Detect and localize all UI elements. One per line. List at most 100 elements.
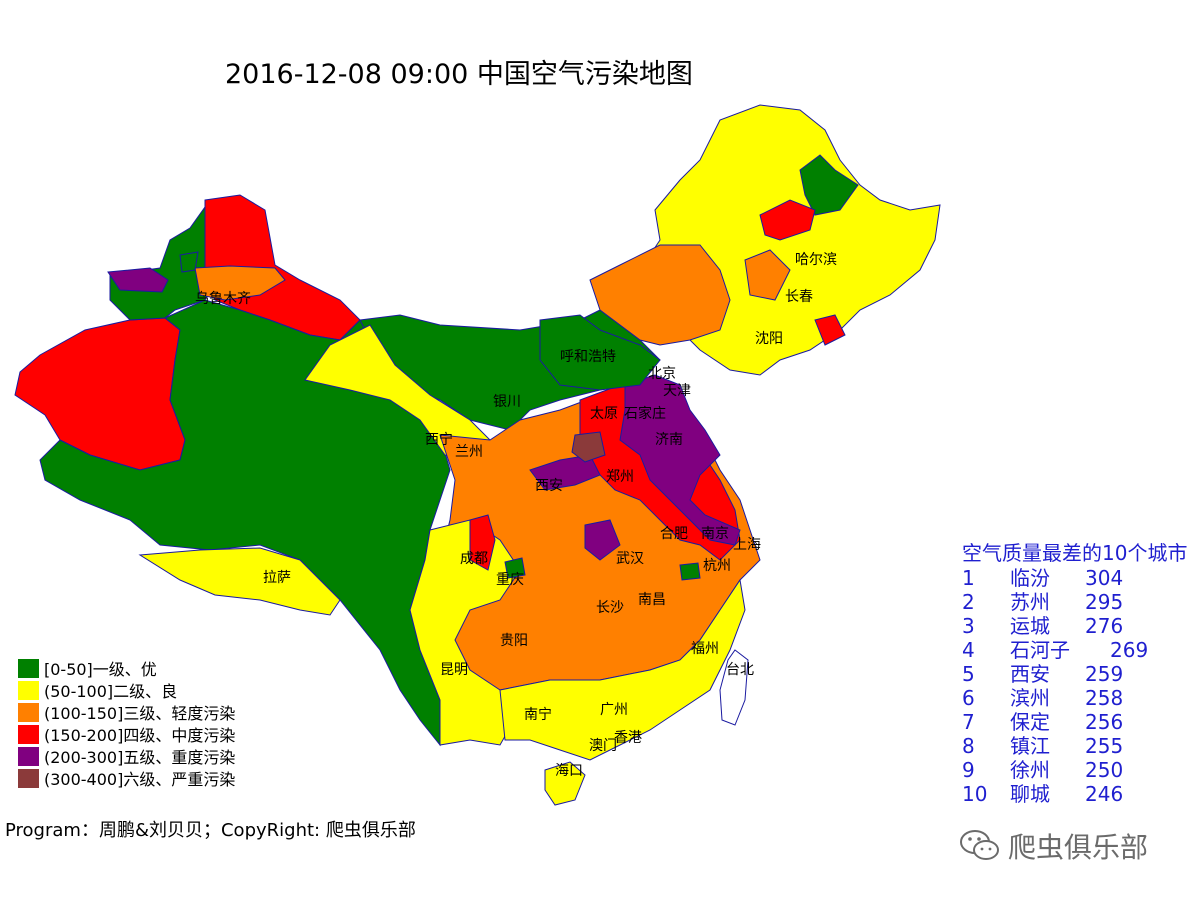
watermark: 爬虫俱乐部 xyxy=(958,826,1148,866)
city-label-taiyuan: 太原 xyxy=(590,406,618,422)
legend-swatch xyxy=(18,746,39,766)
legend-label: (200-300]五级、重度污染 xyxy=(44,748,236,767)
legend-label: (300-400]六级、严重污染 xyxy=(44,770,236,789)
rank-value: 255 xyxy=(1085,734,1124,758)
region-liaoning-red xyxy=(814,314,846,346)
city-label-huhehaote: 呼和浩特 xyxy=(560,349,616,365)
city-label-xian: 西安 xyxy=(535,478,563,494)
city-label-lanzhou: 兰州 xyxy=(455,444,483,460)
city-label-shanghai: 上海 xyxy=(733,537,761,553)
ranking-title: 空气质量最差的10个城市 xyxy=(962,541,1188,565)
city-label-wuhan: 武汉 xyxy=(616,551,644,567)
legend-swatch xyxy=(18,680,39,700)
legend-swatch xyxy=(18,724,39,744)
city-label-yinchuan: 银川 xyxy=(493,394,521,410)
region-xian-purple xyxy=(529,454,601,491)
city-label-hefei: 合肥 xyxy=(660,526,688,542)
city-label-xianggang: 香港 xyxy=(614,730,642,746)
rank-value: 256 xyxy=(1085,710,1124,734)
region-heilongjiang-green xyxy=(799,154,859,216)
rank-number: 5 xyxy=(962,662,975,686)
rank-number: 4 xyxy=(962,638,975,662)
legend-item-light: (100-150]三级、轻度污染 xyxy=(18,701,235,723)
region-linfen-severe xyxy=(571,431,606,463)
rank-value: 269 xyxy=(1110,638,1149,662)
region-chengdu xyxy=(469,514,496,571)
legend-item-good: [0-50]一级、优 xyxy=(18,657,235,679)
legend-swatch xyxy=(18,658,39,678)
city-label-chongqing: 重庆 xyxy=(496,572,524,588)
region-inner-mongolia-east xyxy=(589,244,731,346)
legend-label: (50-100]二级、良 xyxy=(44,682,178,701)
ranking-row: 10 聊城 246 xyxy=(962,782,1200,806)
region-chongqing-green xyxy=(504,557,526,579)
legend-label: [0-50]一级、优 xyxy=(44,660,157,679)
region-south xyxy=(499,578,746,761)
rank-city: 临汾 xyxy=(1010,566,1050,590)
ranking-row: 1 临汾 304 xyxy=(962,566,1200,590)
rank-number: 9 xyxy=(962,758,975,782)
rank-value: 276 xyxy=(1085,614,1124,638)
rank-number: 7 xyxy=(962,710,975,734)
rank-value: 250 xyxy=(1085,758,1124,782)
wechat-icon xyxy=(960,830,999,860)
rank-city: 保定 xyxy=(1010,710,1050,734)
program-credits: Program：周鹏&刘贝贝；CopyRight: 爬虫俱乐部 xyxy=(5,820,416,841)
city-label-guiyang: 贵阳 xyxy=(500,633,528,649)
rank-number: 2 xyxy=(962,590,975,614)
region-hainan xyxy=(544,761,586,806)
ranking-row: 3 运城 276 xyxy=(962,614,1200,638)
legend-item-severe: (300-400]六级、严重污染 xyxy=(18,767,235,789)
region-urumqi-area xyxy=(194,265,286,301)
city-label-lasa: 拉萨 xyxy=(263,570,291,586)
city-label-chengdu: 成都 xyxy=(460,551,488,567)
city-label-changsha: 长沙 xyxy=(596,600,624,616)
legend-item-medium: (150-200]四级、中度污染 xyxy=(18,723,235,745)
rank-value: 304 xyxy=(1085,566,1124,590)
rank-value: 295 xyxy=(1085,590,1124,614)
ranking-row: 4 石河子 269 xyxy=(962,638,1200,662)
city-label-haerbin: 哈尔滨 xyxy=(795,252,837,268)
region-xinjiang-north-green xyxy=(179,251,199,273)
region-tibet-south xyxy=(138,547,341,616)
city-label-aomen: 澳门 xyxy=(589,738,617,754)
region-inner-mongolia-mid xyxy=(539,314,661,391)
city-label-nanchang: 南昌 xyxy=(638,592,666,608)
city-label-changchun: 长春 xyxy=(785,289,813,305)
city-label-taibei: 台北 xyxy=(726,662,754,678)
rank-number: 6 xyxy=(962,686,975,710)
region-heavy-purple xyxy=(619,374,741,546)
city-label-zhengzhou: 郑州 xyxy=(606,469,634,485)
city-label-wulumuqi: 乌鲁木齐 xyxy=(195,291,251,307)
ranking-row: 6 滨州 258 xyxy=(962,686,1200,710)
region-taiwan xyxy=(719,649,749,726)
city-label-beijing: 北京 xyxy=(648,366,676,382)
rank-value: 259 xyxy=(1085,662,1124,686)
city-label-shenyang: 沈阳 xyxy=(755,331,783,347)
city-label-kunming: 昆明 xyxy=(440,662,468,678)
region-wuhan-purple xyxy=(584,519,621,561)
region-northeast-orange xyxy=(744,249,791,301)
rank-number: 8 xyxy=(962,734,975,758)
city-label-guangzhou: 广州 xyxy=(600,702,628,718)
region-northeast-red xyxy=(759,199,816,241)
city-label-nanjing: 南京 xyxy=(701,526,729,542)
rank-number: 10 xyxy=(962,782,988,806)
ranking-row: 8 镇江 255 xyxy=(962,734,1200,758)
city-label-shijiazhuang: 石家庄 xyxy=(624,406,666,422)
rank-number: 1 xyxy=(962,566,975,590)
legend-item-moderate: (50-100]二级、良 xyxy=(18,679,235,701)
region-hangzhou-green xyxy=(679,562,701,581)
ranking-row: 9 徐州 250 xyxy=(962,758,1200,782)
ranking-row: 5 西安 259 xyxy=(962,662,1200,686)
rank-city: 西安 xyxy=(1010,662,1050,686)
legend-item-heavy: (200-300]五级、重度污染 xyxy=(18,745,235,767)
ranking-row: 2 苏州 295 xyxy=(962,590,1200,614)
rank-number: 3 xyxy=(962,614,975,638)
city-label-jinan: 济南 xyxy=(655,432,683,448)
legend-swatch xyxy=(18,702,39,722)
rank-city: 运城 xyxy=(1010,614,1050,638)
watermark-text: 爬虫俱乐部 xyxy=(1008,831,1149,864)
rank-value: 246 xyxy=(1085,782,1124,806)
